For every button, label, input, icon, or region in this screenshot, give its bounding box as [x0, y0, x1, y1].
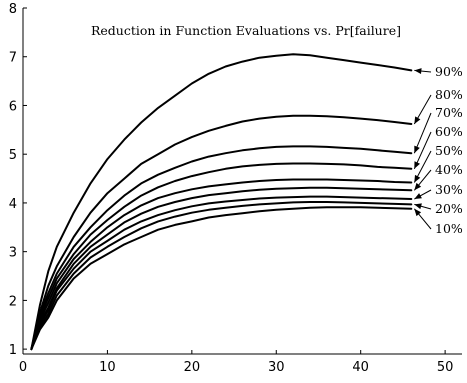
y-tick-label: 3: [9, 246, 17, 261]
series-label: 40%: [435, 162, 463, 177]
series-group: [30, 53, 413, 351]
x-tick-label: 20: [184, 360, 201, 375]
chart-title: Reduction in Function Evaluations vs. Pr…: [91, 23, 401, 38]
series-line-90pct: [30, 53, 413, 351]
series-label: 20%: [435, 201, 463, 216]
y-tick-label: 7: [9, 51, 17, 66]
y-tick-label: 5: [9, 148, 17, 163]
series-labels: 90% 80% 70% 60% 50% 40% 30% 20% 10%: [413, 64, 463, 236]
arrowhead: [414, 174, 421, 183]
series-line-20pct: [30, 201, 413, 351]
series-label: 10%: [435, 221, 463, 236]
arrowhead: [414, 116, 421, 124]
arrowhead: [414, 193, 422, 199]
arrowhead: [414, 161, 420, 169]
label-arrow: [413, 112, 432, 154]
series-label: 90%: [435, 64, 463, 79]
series-label: 80%: [435, 87, 463, 102]
y-tick-label: 4: [9, 197, 17, 212]
series-line-50pct: [30, 178, 413, 351]
series-line-40pct: [30, 186, 413, 351]
series-line-80pct: [30, 114, 413, 351]
x-tick-label: 10: [99, 360, 116, 375]
y-tick-label: 8: [9, 2, 17, 17]
series-label: 70%: [435, 105, 463, 120]
y-tick-label: 6: [9, 99, 17, 114]
y-tick-label: 1: [9, 343, 17, 358]
x-tick-label: 0: [19, 360, 27, 375]
arrowhead: [414, 68, 422, 74]
series-line-70pct: [30, 145, 413, 351]
x-tick-label: 40: [352, 360, 369, 375]
arrowhead: [414, 182, 422, 191]
arrowhead: [414, 145, 420, 154]
series-line-60pct: [30, 162, 413, 351]
series-label: 60%: [435, 124, 463, 139]
series-label: 50%: [435, 143, 463, 158]
series-line-10pct: [30, 206, 413, 351]
x-tick-label: 30: [268, 360, 285, 375]
y-tick-label: 2: [9, 294, 17, 309]
ticks: 0 10 20 30 40 50 1 2 3 4 5 6 7 8: [9, 2, 454, 375]
series-label: 30%: [435, 182, 463, 197]
x-tick-label: 50: [437, 360, 454, 375]
series-line-30pct: [30, 195, 413, 351]
arrowhead: [414, 203, 422, 210]
axes: [22, 8, 462, 355]
arrowhead: [414, 208, 422, 217]
